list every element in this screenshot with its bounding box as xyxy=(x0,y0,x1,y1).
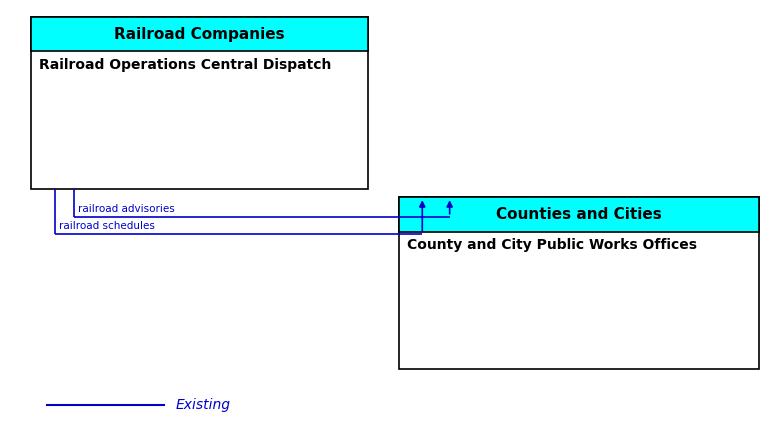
Bar xyxy=(399,197,759,232)
Text: railroad schedules: railroad schedules xyxy=(59,221,155,231)
Text: Existing: Existing xyxy=(176,399,231,412)
Bar xyxy=(31,17,368,51)
Text: County and City Public Works Offices: County and City Public Works Offices xyxy=(407,238,697,252)
Text: Railroad Operations Central Dispatch: Railroad Operations Central Dispatch xyxy=(39,58,332,72)
Text: Railroad Companies: Railroad Companies xyxy=(114,27,285,42)
Bar xyxy=(31,17,368,189)
Text: Counties and Cities: Counties and Cities xyxy=(496,207,662,222)
Text: railroad advisories: railroad advisories xyxy=(78,204,175,214)
Bar xyxy=(399,197,759,369)
